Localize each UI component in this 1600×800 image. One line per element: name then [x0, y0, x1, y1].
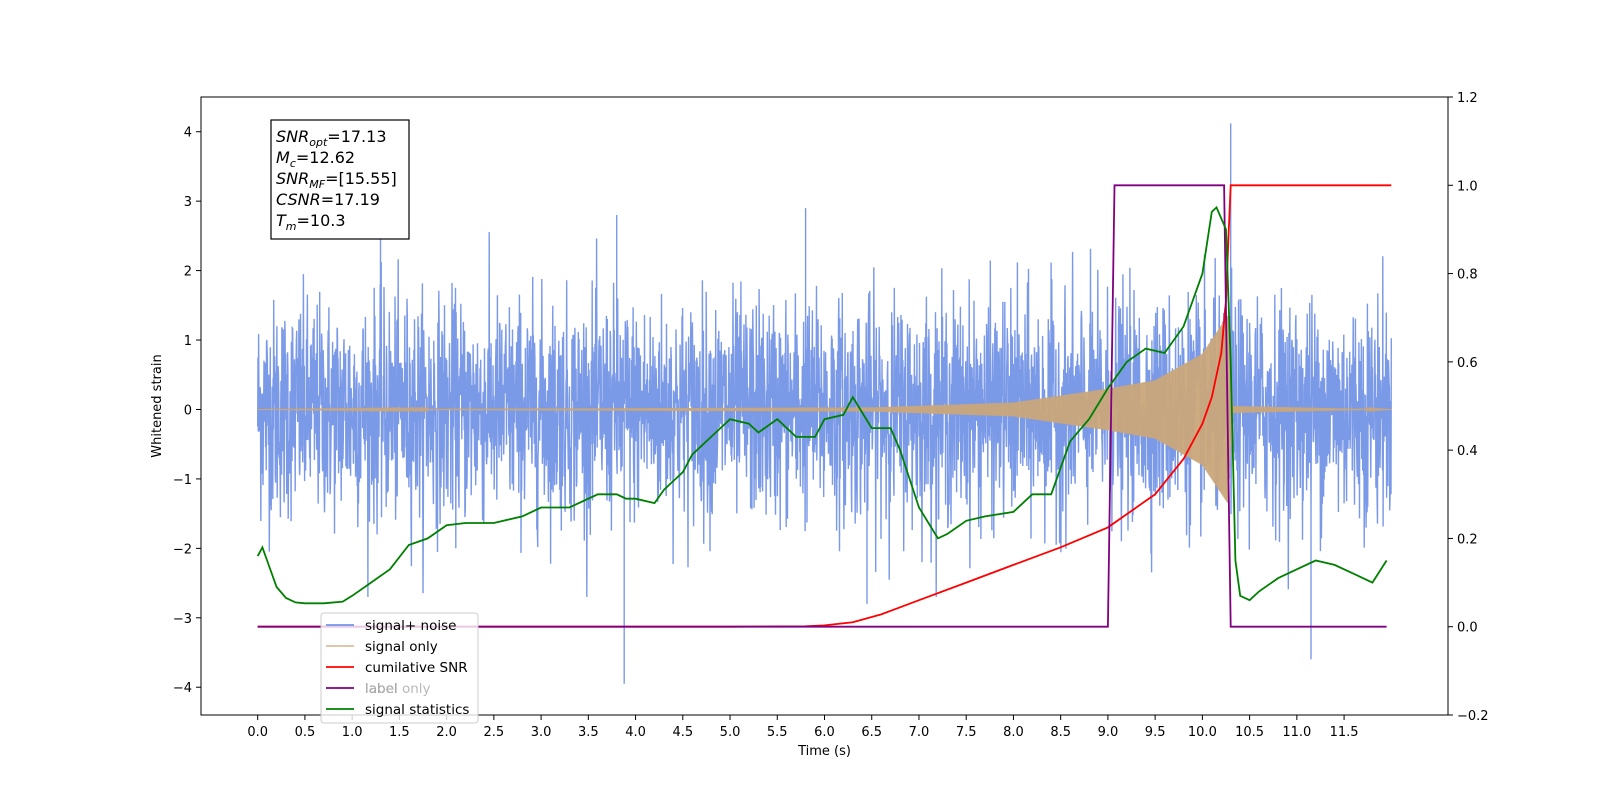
y-tick-label: −2 — [173, 542, 192, 557]
legend: signal+ noise signal only cumilative SNR la… — [320, 612, 479, 724]
signal-noise-series — [257, 123, 1392, 684]
x-tick-label: 9.5 — [1145, 725, 1166, 740]
x-tick-label: 4.5 — [672, 725, 693, 740]
y-right-tick-label: 0.2 — [1457, 532, 1478, 547]
y-tick-label: −4 — [173, 681, 192, 696]
x-tick-label: 10.5 — [1235, 725, 1264, 740]
x-tick-label: 3.0 — [531, 725, 552, 740]
right-axis-series — [256, 184, 1392, 628]
y-tick-label: 4 — [184, 126, 192, 141]
annotation-box: SNRopt=17.13Mc=12.62SNRMF=[15.55]CSNR=17… — [270, 119, 410, 240]
signal-noise-line — [257, 123, 1392, 684]
x-tick-label: 8.0 — [1003, 725, 1024, 740]
y-axis-label: Whitened strain — [150, 354, 165, 457]
legend-label: label only — [365, 681, 431, 697]
y-right-tick-label: 0.4 — [1457, 444, 1478, 459]
y-right-tick-label: 0.8 — [1457, 268, 1478, 283]
x-tick-label: 5.5 — [767, 725, 788, 740]
signal-only-line — [257, 315, 1392, 503]
x-tick-label: 2.0 — [436, 725, 457, 740]
annotation-line: SNRopt=17.13 — [276, 127, 387, 149]
annotation-line: CSNR=17.19 — [276, 190, 380, 209]
y-right-tick-label: 1.2 — [1457, 91, 1478, 106]
x-tick-label: 3.5 — [578, 725, 599, 740]
y-right-tick-label: 1.0 — [1457, 179, 1478, 194]
x-tick-label: 0.0 — [247, 725, 268, 740]
x-tick-label: 5.0 — [720, 725, 741, 740]
y-right-tick-label: 0.6 — [1457, 356, 1478, 371]
x-tick-label: 6.5 — [861, 725, 882, 740]
legend-label: label — [365, 681, 398, 697]
legend-label: cumilative SNR — [365, 660, 468, 676]
x-tick-label: 11.0 — [1282, 725, 1311, 740]
signal-only-series — [257, 315, 1392, 503]
ticks: 0.0 0.5 1.0 1.5 2.0 2.5 3.0 3.5 4.0 4.5 5.0 5.5 6.0 6… — [173, 91, 1489, 740]
y-right-tick-label: 0.0 — [1457, 621, 1478, 636]
signal-statistics-line — [256, 205, 1388, 605]
annotation-frame — [270, 119, 410, 240]
x-tick-label: 1.0 — [342, 725, 363, 740]
y-tick-label: 3 — [184, 195, 192, 210]
y-tick-label: −3 — [173, 612, 192, 627]
x-axis-label: Time (s) — [797, 744, 851, 759]
x-tick-label: 4.0 — [625, 725, 646, 740]
annotation-line: Mc=12.62 — [276, 148, 355, 170]
y-tick-label: 0 — [184, 403, 192, 418]
x-tick-label: 1.5 — [389, 725, 410, 740]
x-tick-label: 7.0 — [909, 725, 930, 740]
label-line — [257, 184, 1387, 628]
x-tick-label: 6.0 — [814, 725, 835, 740]
y-tick-label: −1 — [173, 473, 192, 488]
legend-label: signal+ noise — [365, 618, 456, 634]
y-tick-label: 1 — [184, 334, 192, 349]
legend-label: signal statistics — [365, 702, 469, 718]
x-tick-label: 2.5 — [484, 725, 505, 740]
annotation-line: Tm=10.3 — [276, 211, 346, 233]
x-tick-label: 0.5 — [295, 725, 316, 740]
x-tick-label: 8.5 — [1050, 725, 1071, 740]
x-tick-label: 7.5 — [956, 725, 977, 740]
annotation-line: SNRMF=[15.55] — [276, 169, 397, 191]
x-tick-label: 10.0 — [1188, 725, 1217, 740]
x-tick-label: 9.0 — [1098, 725, 1119, 740]
y-tick-label: 2 — [184, 265, 192, 280]
y-right-tick-label: −0.2 — [1457, 709, 1489, 724]
legend-frame — [320, 612, 479, 724]
legend-label: signal only — [365, 639, 438, 655]
x-tick-label: 11.5 — [1330, 725, 1359, 740]
